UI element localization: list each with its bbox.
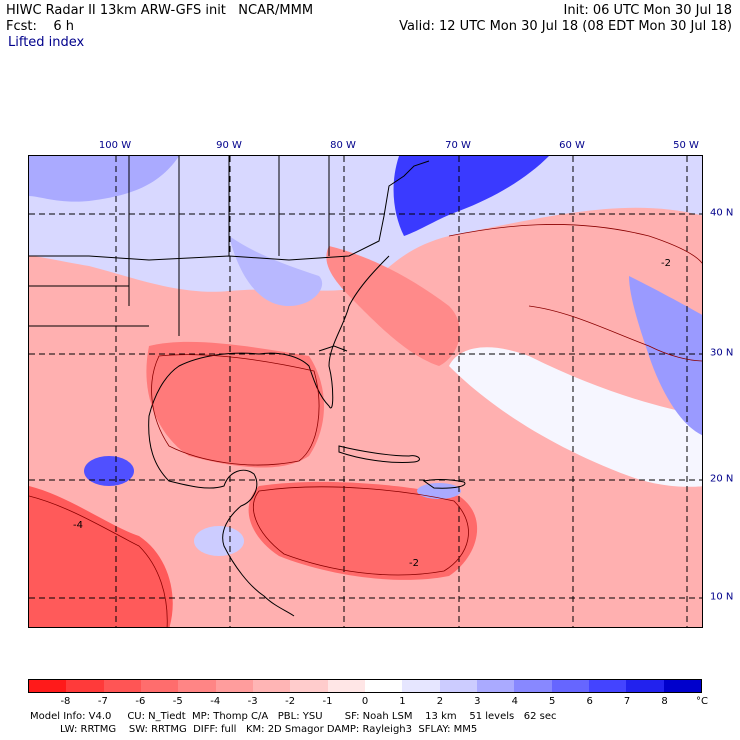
map-canvas: -2 -4 -2 bbox=[29, 156, 702, 627]
colorbar-tick-label: 1 bbox=[399, 696, 406, 707]
colorbar-swatch bbox=[290, 680, 328, 692]
colorbar-swatch bbox=[364, 680, 403, 692]
stable-region-northwest bbox=[29, 156, 179, 202]
lon-label-60w: 60 W bbox=[559, 140, 585, 151]
stable-spot-hispaniola bbox=[417, 483, 461, 499]
stable-region-east bbox=[629, 276, 702, 435]
colorbar-swatch bbox=[551, 680, 589, 692]
field-label: Lifted index bbox=[8, 35, 85, 50]
lat-lon-grid bbox=[29, 156, 702, 627]
colorbar-swatch bbox=[476, 680, 515, 692]
lat-label-20n: 20 N bbox=[710, 473, 734, 485]
colorbar-swatch bbox=[439, 680, 477, 692]
colorbar-tick-label: -3 bbox=[247, 696, 258, 707]
colorbar-swatch bbox=[178, 680, 216, 692]
colorbar-tick-label: 4 bbox=[511, 696, 518, 707]
unstable-region-atlantic bbox=[326, 246, 460, 366]
colorbar-tick-label: -6 bbox=[135, 696, 146, 707]
lifted-index-map: -2 -4 -2 bbox=[28, 155, 703, 628]
lon-label-90w: 90 W bbox=[216, 140, 242, 151]
coastlines bbox=[29, 156, 466, 617]
stable-spot-mexico bbox=[84, 456, 134, 486]
colorbar-swatch bbox=[252, 680, 291, 692]
colorbar-swatch bbox=[663, 680, 701, 692]
colorbar-tick-label: 6 bbox=[586, 696, 593, 707]
colorbar-swatch bbox=[66, 680, 104, 692]
model-title: HIWC Radar II 13km ARW-GFS init NCAR/MMM bbox=[6, 3, 314, 18]
valid-time: Valid: 12 UTC Mon 30 Jul 18 (08 EDT Mon … bbox=[399, 19, 732, 34]
lon-label-50w: 50 W bbox=[673, 140, 699, 151]
stable-spot-central-america bbox=[194, 526, 244, 556]
contour-label-east: -2 bbox=[661, 258, 671, 269]
colorbar-tick-label: -5 bbox=[172, 696, 183, 707]
colorbar-tick-label: 8 bbox=[661, 696, 668, 707]
stable-region-appalachia bbox=[229, 236, 323, 306]
colorbar-tick-label: -4 bbox=[210, 696, 221, 707]
colorbar-swatch bbox=[588, 680, 627, 692]
colorbar-swatch bbox=[29, 680, 67, 692]
colorbar-tick-label: -8 bbox=[60, 696, 71, 707]
forecast-hour: Fcst: 6 h bbox=[6, 19, 75, 34]
colorbar bbox=[28, 679, 702, 693]
lat-label-10n: 10 N bbox=[710, 591, 734, 603]
colorbar-swatch bbox=[626, 680, 664, 692]
colorbar-swatch bbox=[327, 680, 365, 692]
lat-label-40n: 40 N bbox=[710, 207, 734, 219]
contour-label-pacific: -4 bbox=[73, 520, 83, 531]
colorbar-swatch bbox=[140, 680, 179, 692]
colorbar-unit: °C bbox=[696, 696, 708, 707]
unstable-region-gulf bbox=[146, 341, 324, 468]
model-info-line1: Model Info: V4.0 CU: N_Tiedt MP: Thomp C… bbox=[30, 711, 557, 722]
colorbar-tick-label: -7 bbox=[97, 696, 108, 707]
init-time: Init: 06 UTC Mon 30 Jul 18 bbox=[563, 3, 732, 18]
colorbar-swatch bbox=[215, 680, 253, 692]
neutral-band-atlantic bbox=[449, 347, 702, 487]
contour-label-caribbean: -2 bbox=[409, 558, 419, 569]
model-info-line2: LW: RRTMG SW: RRTMG DIFF: full KM: 2D Sm… bbox=[60, 724, 478, 735]
colorbar-tick-label: 7 bbox=[623, 696, 631, 707]
lon-label-70w: 70 W bbox=[445, 140, 471, 151]
colorbar-tick-label: -2 bbox=[285, 696, 296, 707]
colorbar-swatch bbox=[402, 680, 440, 692]
colorbar-tick-label: 0 bbox=[361, 696, 369, 707]
colorbar-tick-label: 2 bbox=[436, 696, 444, 707]
lon-label-80w: 80 W bbox=[330, 140, 356, 151]
colorbar-tick-label: 3 bbox=[474, 696, 481, 707]
lat-label-30n: 30 N bbox=[710, 347, 734, 359]
unstable-region-caribbean bbox=[248, 481, 478, 580]
lon-label-100w: 100 W bbox=[98, 140, 132, 151]
very-stable-region-northeast bbox=[393, 156, 549, 236]
unstable-region-pacific bbox=[29, 486, 173, 627]
colorbar-tick-label: 5 bbox=[549, 696, 556, 707]
colorbar-swatch bbox=[103, 680, 141, 692]
lifted-index-contours bbox=[29, 224, 702, 627]
colorbar-tick-label: -1 bbox=[322, 696, 333, 707]
colorbar-swatch bbox=[514, 680, 552, 692]
